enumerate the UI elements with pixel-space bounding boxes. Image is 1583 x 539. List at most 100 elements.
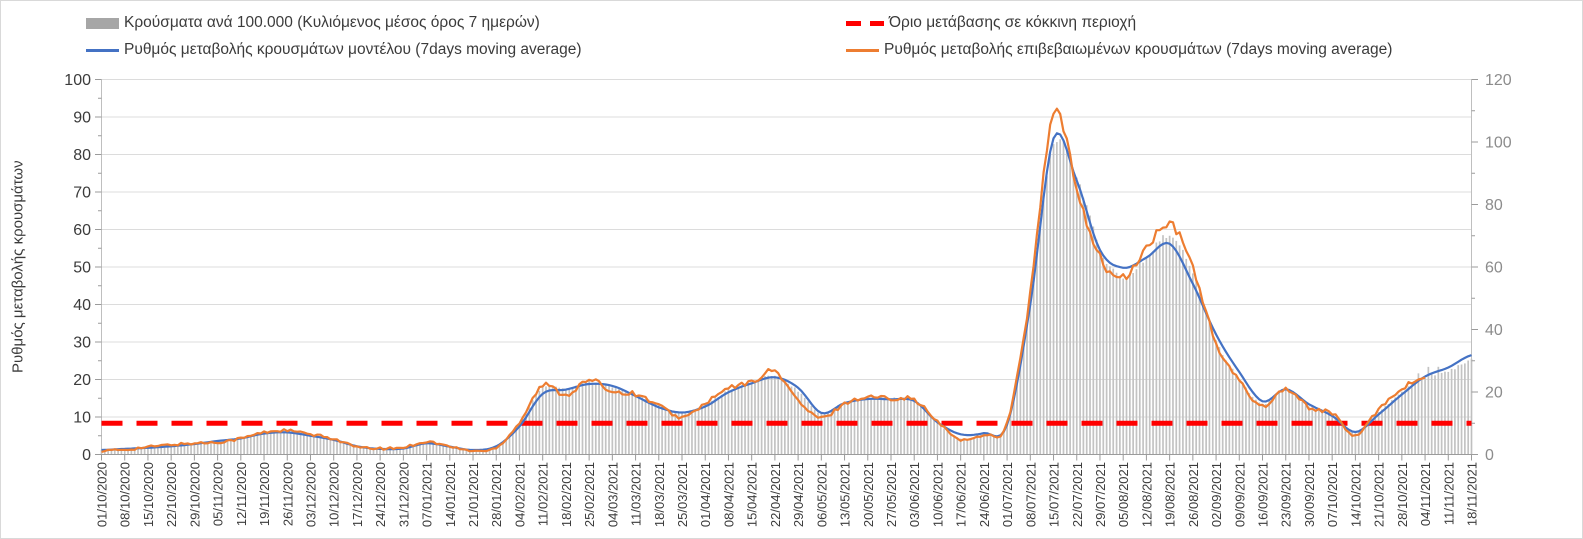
svg-text:30: 30 (73, 335, 91, 352)
svg-text:14/01/2021: 14/01/2021 (443, 462, 458, 527)
svg-text:20: 20 (1485, 385, 1503, 402)
gridlines (101, 79, 1472, 418)
svg-text:18/11/2021: 18/11/2021 (1465, 462, 1480, 526)
svg-text:30/09/2021: 30/09/2021 (1302, 462, 1317, 527)
svg-text:12/11/2020: 12/11/2020 (234, 462, 249, 526)
svg-text:17/06/2021: 17/06/2021 (954, 462, 969, 527)
svg-text:08/04/2021: 08/04/2021 (721, 462, 736, 527)
svg-text:15/10/2020: 15/10/2020 (141, 462, 156, 527)
svg-text:16/09/2021: 16/09/2021 (1256, 462, 1271, 527)
svg-text:15/07/2021: 15/07/2021 (1047, 462, 1062, 527)
svg-text:07/01/2021: 07/01/2021 (420, 462, 435, 527)
legend-item-confirmed-rate: Ρυθμός μεταβολής επιβεβαιωμένων κρουσμάτ… (846, 40, 1392, 60)
legend-item-cases-per-100k: Κρούσματα ανά 100.000 (Κυλιόμενος μέσος … (86, 13, 540, 33)
svg-text:22/04/2021: 22/04/2021 (768, 462, 783, 527)
svg-text:18/02/2021: 18/02/2021 (559, 462, 574, 527)
legend-item-red-threshold: Όριο μετάβασης σε κόκκινη περιοχή (846, 13, 1136, 33)
svg-text:04/03/2021: 04/03/2021 (605, 462, 620, 527)
svg-text:01/10/2020: 01/10/2020 (95, 462, 110, 527)
orange-line-swatch-icon (846, 48, 879, 52)
svg-text:06/05/2021: 06/05/2021 (814, 462, 829, 527)
svg-text:19/08/2021: 19/08/2021 (1163, 462, 1178, 527)
blue-line-swatch-icon (86, 48, 119, 52)
svg-text:10/12/2020: 10/12/2020 (327, 462, 342, 527)
legend-item-model-rate: Ρυθμός μεταβολής κρουσμάτων μοντέλου (7d… (86, 40, 582, 60)
svg-text:01/04/2021: 01/04/2021 (698, 462, 713, 527)
svg-text:28/10/2021: 28/10/2021 (1395, 462, 1410, 527)
svg-text:18/03/2021: 18/03/2021 (652, 462, 667, 527)
legend-label-red-threshold: Όριο μετάβασης σε κόκκινη περιοχή (889, 14, 1137, 31)
svg-text:26/11/2020: 26/11/2020 (280, 462, 295, 526)
svg-text:29/07/2021: 29/07/2021 (1093, 462, 1108, 527)
svg-text:20: 20 (73, 372, 91, 389)
svg-text:29/10/2020: 29/10/2020 (187, 462, 202, 527)
svg-text:17/12/2020: 17/12/2020 (350, 462, 365, 527)
svg-text:40: 40 (73, 297, 91, 314)
svg-text:14/10/2021: 14/10/2021 (1348, 462, 1363, 527)
svg-text:08/07/2021: 08/07/2021 (1023, 462, 1038, 527)
svg-text:11/02/2021: 11/02/2021 (536, 462, 551, 526)
svg-text:19/11/2020: 19/11/2020 (257, 462, 272, 526)
svg-text:0: 0 (1485, 447, 1494, 464)
svg-text:80: 80 (73, 147, 91, 164)
svg-text:01/07/2021: 01/07/2021 (1000, 462, 1015, 527)
svg-text:07/10/2021: 07/10/2021 (1325, 462, 1340, 527)
svg-text:23/09/2021: 23/09/2021 (1279, 462, 1294, 527)
axes (95, 79, 1478, 461)
svg-text:50: 50 (73, 260, 91, 277)
svg-text:120: 120 (1485, 72, 1512, 89)
svg-text:05/08/2021: 05/08/2021 (1116, 462, 1131, 527)
legend-label-confirmed-rate: Ρυθμός μεταβολής επιβεβαιωμένων κρουσμάτ… (884, 41, 1393, 58)
svg-text:0: 0 (82, 447, 91, 464)
svg-text:24/12/2020: 24/12/2020 (373, 462, 388, 527)
svg-text:31/12/2020: 31/12/2020 (396, 462, 411, 527)
svg-text:04/11/2021: 04/11/2021 (1418, 462, 1433, 526)
red-dashed-line-swatch-icon (846, 20, 884, 26)
svg-text:24/06/2021: 24/06/2021 (977, 462, 992, 527)
svg-text:21/01/2021: 21/01/2021 (466, 462, 481, 527)
svg-text:60: 60 (73, 222, 91, 239)
svg-text:26/08/2021: 26/08/2021 (1186, 462, 1201, 527)
svg-text:08/10/2020: 08/10/2020 (118, 462, 133, 527)
svg-text:60: 60 (1485, 260, 1503, 277)
svg-text:03/06/2021: 03/06/2021 (907, 462, 922, 527)
x-axis-tick-labels: 01/10/2020 08/10/2020 15/10/2020 22/10/2020… (95, 462, 1480, 527)
svg-text:02/09/2021: 02/09/2021 (1209, 462, 1224, 527)
svg-text:20/05/2021: 20/05/2021 (861, 462, 876, 527)
legend-label-cases-per-100k: Κρούσματα ανά 100.000 (Κυλιόμενος μέσος … (124, 14, 540, 31)
svg-text:25/02/2021: 25/02/2021 (582, 462, 597, 527)
svg-text:13/05/2021: 13/05/2021 (838, 462, 853, 527)
svg-text:70: 70 (73, 185, 91, 202)
svg-text:90: 90 (73, 110, 91, 127)
svg-text:09/09/2021: 09/09/2021 (1232, 462, 1247, 527)
svg-text:25/03/2021: 25/03/2021 (675, 462, 690, 527)
svg-text:10/06/2021: 10/06/2021 (930, 462, 945, 527)
svg-text:03/12/2020: 03/12/2020 (303, 462, 318, 527)
svg-text:100: 100 (1485, 135, 1512, 152)
svg-text:04/02/2021: 04/02/2021 (512, 462, 527, 527)
svg-text:100: 100 (64, 72, 91, 89)
svg-text:22/10/2020: 22/10/2020 (164, 462, 179, 527)
svg-text:11/03/2021: 11/03/2021 (629, 462, 644, 526)
right-axis-tick-labels: 0 20 40 60 80 100 120 (1485, 72, 1512, 464)
legend-label-model-rate: Ρυθμός μεταβολής κρουσμάτων μοντέλου (7d… (124, 41, 582, 58)
svg-text:28/01/2021: 28/01/2021 (489, 462, 504, 527)
svg-text:21/10/2021: 21/10/2021 (1372, 462, 1387, 527)
svg-text:05/11/2020: 05/11/2020 (211, 462, 226, 526)
gray-bar-swatch-icon (86, 17, 119, 29)
svg-text:11/11/2021: 11/11/2021 (1441, 462, 1456, 525)
svg-text:29/04/2021: 29/04/2021 (791, 462, 806, 527)
left-axis-tick-labels: 0 10 20 30 40 50 60 70 80 90 100 (64, 72, 91, 464)
model-rate-line (101, 132, 1472, 452)
svg-text:10: 10 (73, 410, 91, 427)
chart-legend: Κρούσματα ανά 100.000 (Κυλιόμενος μέσος … (1, 9, 1582, 71)
svg-text:40: 40 (1485, 322, 1503, 339)
svg-text:15/04/2021: 15/04/2021 (745, 462, 760, 527)
svg-text:80: 80 (1485, 197, 1503, 214)
svg-text:27/05/2021: 27/05/2021 (884, 462, 899, 527)
confirmed-rate-line (101, 107, 1426, 453)
svg-text:22/07/2021: 22/07/2021 (1070, 462, 1085, 527)
svg-text:12/08/2021: 12/08/2021 (1139, 462, 1154, 527)
